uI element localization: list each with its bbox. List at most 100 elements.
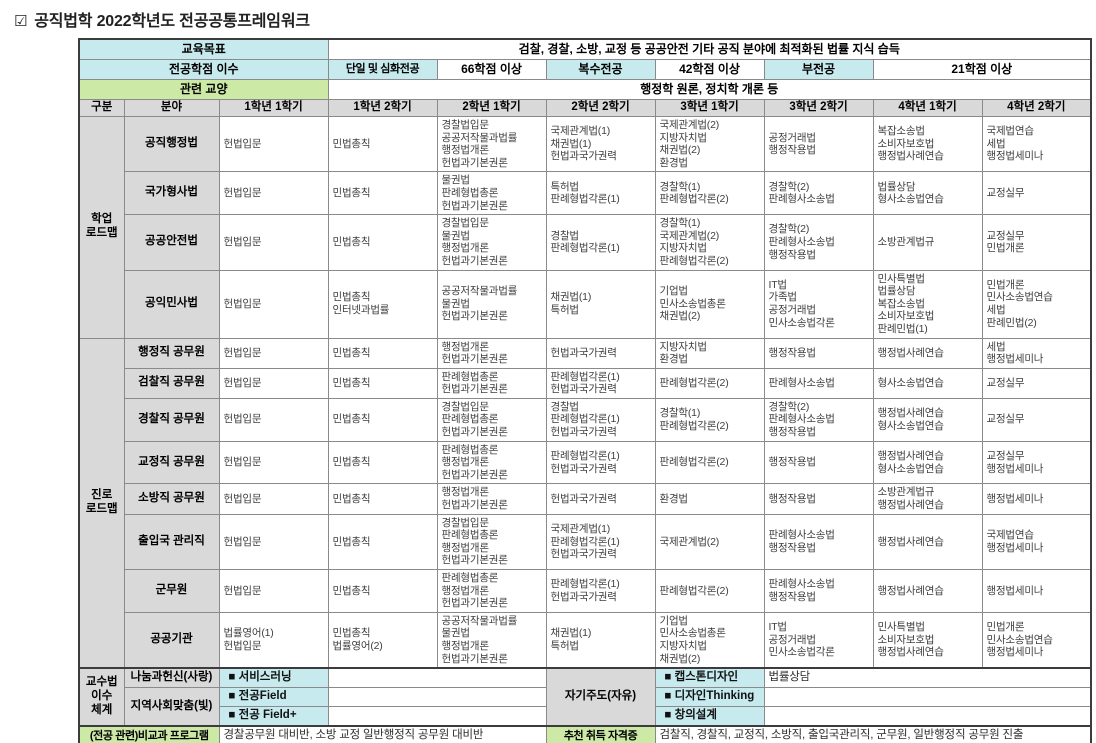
teaching-right-value-1: 법률상담 — [763, 667, 1092, 689]
field-label: 경찰직 공무원 — [123, 397, 220, 442]
course-cell: 헌법입문 — [218, 115, 329, 173]
goal-label: 교육목표 — [78, 38, 329, 60]
course-cell: 행정법개론 헌법과기본권론 — [436, 483, 547, 515]
course-cell: 판례형법총론 행정법개론 헌법과기본권론 — [436, 440, 547, 485]
course-cell: 특허법 판례형법각론(1) — [545, 171, 656, 216]
course-cell: 판례형법각론(2) — [654, 569, 765, 613]
teaching-category-sharing: 나눔과헌신(사랑) — [123, 667, 220, 689]
course-cell: 판례형법총론 행정법개론 헌법과기본권론 — [436, 569, 547, 613]
course-cell: 행정법사례연습 형사소송법연습 — [872, 440, 983, 485]
roadmap-row: 출입국 관리직 헌법입문 민법총칙 경찰법입문 판례형법총론 행정법개론 헌법과기본권… — [79, 513, 1092, 571]
minor-credits: 21학점 이상 — [872, 59, 1092, 80]
course-cell: 헌법입문 — [218, 569, 329, 613]
col-header-y2s2: 2학년 2학기 — [545, 99, 656, 117]
course-cell: 국제법연습 행정법세미나 — [981, 513, 1092, 571]
field-label: 공공안전법 — [123, 214, 220, 271]
course-cell: 헌법입문 — [218, 337, 329, 369]
course-cell: 민법총칙 — [327, 513, 438, 571]
course-cell: 판례형사소송법 행정작용법 — [763, 513, 874, 571]
course-cell: 지방자치법 환경법 — [654, 337, 765, 369]
field-label: 공익민사법 — [123, 269, 220, 339]
credits-row: 전공학점 이수 단일 및 심화전공 66학점 이상 복수전공 42학점 이상 부… — [78, 59, 1092, 80]
course-cell: 채권법(1) 특허법 — [545, 269, 656, 339]
course-cell: 기업법 민사소송법총론 채권법(2) — [654, 269, 765, 339]
course-cell: 경찰법 판례형법각론(1) — [545, 214, 656, 271]
course-cell: 경찰학(1) 국제관계법(2) 지방자치법 판례형법각론(2) — [654, 214, 765, 271]
double-major-label: 복수전공 — [545, 59, 656, 80]
course-cell: 국제관계법(2) 지방자치법 채권법(2) 환경법 — [654, 115, 765, 173]
course-cell: 환경법 — [654, 483, 765, 515]
course-cell: 헌법입문 — [218, 397, 329, 442]
course-cell: 행정법사례연습 — [872, 337, 983, 369]
course-cell: 경찰학(2) 판례형사소송법 — [763, 171, 874, 216]
self-directed-label: 자기주도(자유) — [545, 667, 656, 727]
course-cell: 세법 행정법세미나 — [981, 337, 1092, 369]
course-cell: 교정실무 — [981, 171, 1092, 216]
roadmap-body: 학업 로드맵 공직행정법 헌법입문 민법총칙 경찰법입문 공공저작물과법률 행정법개론 … — [78, 115, 1092, 669]
teaching-item-capstone: ■ 캡스톤디자인 — [654, 667, 765, 689]
teaching-item-major-field: ■ 전공Field — [218, 687, 329, 708]
checkbox-icon: ☑ — [14, 13, 28, 30]
course-cell: 공공저작물과법률 물권법 행정법개론 헌법과기본권론 — [436, 611, 547, 669]
course-cell: 민법총칙 — [327, 397, 438, 442]
course-cell: 교정실무 — [981, 367, 1092, 399]
course-cell: 경찰법입문 공공저작물과법률 행정법개론 헌법과기본권론 — [436, 115, 547, 173]
group-label: 학업 로드맵 — [78, 116, 125, 339]
course-cell: 경찰학(1) 판례형법각론(2) — [654, 171, 765, 216]
course-cell: 소방관계법규 행정법사례연습 — [872, 483, 983, 515]
course-cell: 행정법세미나 — [981, 483, 1092, 515]
course-cell: 민법총칙 — [327, 440, 438, 485]
course-cell: 채권법(1) 특허법 — [545, 611, 656, 669]
course-cell: 민법총칙 법률영어(2) — [327, 611, 438, 669]
goal-row: 교육목표 검찰, 경찰, 소방, 교정 등 공공안전 기타 공직 분야에 최적화… — [78, 38, 1092, 60]
extracurricular-label: (전공 관련)비교과 프로그램 — [78, 725, 220, 743]
course-cell: 민법총칙 — [327, 115, 438, 173]
field-label: 소방직 공무원 — [123, 483, 220, 515]
course-cell: 행정법사례연습 — [872, 569, 983, 613]
course-cell: 민사특별법 소비자보호법 행정법사례연습 — [872, 611, 983, 669]
roadmap-row: 진로 로드맵 행정직 공무원 헌법입문 민법총칙 행정법개론 헌법과기본권론 헌법과국가권… — [78, 337, 1092, 669]
roadmap-row: 소방직 공무원 헌법입문 민법총칙 행정법개론 헌법과기본권론 헌법과국가권력 환경법 행정… — [79, 483, 1092, 515]
course-cell: 행정법사례연습 형사소송법연습 — [872, 397, 983, 442]
page-title: ☑ 공직법학 2022학년도 전공공통프레임워크 — [14, 7, 310, 31]
course-cell: 민법총칙 — [327, 367, 438, 399]
col-header-y4s1: 4학년 1학기 — [872, 99, 983, 117]
roadmap-row: 국가형사법 헌법입문 민법총칙 물권법 판례형법총론 헌법과기본권론 특허법 판례형법각… — [79, 171, 1092, 216]
course-cell: 공정거래법 행정작용법 — [763, 115, 874, 173]
field-label: 행정직 공무원 — [123, 337, 220, 369]
field-label: 공직행정법 — [123, 115, 220, 173]
double-major-credits: 42학점 이상 — [654, 59, 765, 80]
page-title-text: 공직법학 2022학년도 전공공통프레임워크 — [34, 13, 310, 30]
teaching-item-service-learning: ■ 서비스러닝 — [218, 667, 329, 689]
liberal-arts-row: 관련 교양 행정학 원론, 정치학 개론 등 — [78, 79, 1092, 100]
course-cell: 교정실무 — [981, 397, 1092, 442]
field-label: 검찰직 공무원 — [123, 367, 220, 399]
course-cell: 행정작용법 — [763, 440, 874, 485]
course-cell: 헌법입문 — [218, 214, 329, 271]
field-label: 출입국 관리직 — [123, 513, 220, 571]
teaching-item-creative-design: ■ 창의설계 — [654, 706, 765, 727]
roadmap-row: 공공기관 법률영어(1) 헌법입문 민법총칙 법률영어(2) 공공저작물과법률 물권법… — [79, 611, 1092, 669]
empty-cell — [327, 667, 547, 689]
course-cell: 행정법세미나 — [981, 569, 1092, 613]
course-cell: 민법개론 민사소송법연습 세법 판례민법(2) — [981, 269, 1092, 339]
course-cell: 경찰학(2) 판례형사소송법 행정작용법 — [763, 397, 874, 442]
course-cell: 민법개론 민사소송법연습 행정법세미나 — [981, 611, 1092, 669]
course-cell: 교정실무 민법개론 — [981, 214, 1092, 271]
teaching-category-community: 지역사회맞춤(빛) — [123, 687, 220, 727]
course-cell: 국제관계법(2) — [654, 513, 765, 571]
course-cell: 판례형사소송법 — [763, 367, 874, 399]
course-cell: 경찰학(2) 판례형사소송법 행정작용법 — [763, 214, 874, 271]
course-cell: IT법 공정거래법 민사소송법각론 — [763, 611, 874, 669]
course-cell: 판례형법각론(1) 헌법과국가권력 — [545, 569, 656, 613]
roadmap-row: 학업 로드맵 공직행정법 헌법입문 민법총칙 경찰법입문 공공저작물과법률 행정법개론 … — [78, 115, 1092, 339]
col-header-y2s1: 2학년 1학기 — [436, 99, 547, 117]
roadmap-row: 군무원 헌법입문 민법총칙 판례형법총론 행정법개론 헌법과기본권론 판례형법각론(1)… — [79, 569, 1092, 613]
course-cell: 민법총칙 — [327, 214, 438, 271]
col-header-gubun: 구분 — [78, 99, 125, 117]
teaching-row-2: 지역사회맞춤(빛) ■ 전공Field ■ 디자인Thinking — [79, 687, 1092, 727]
minor-label: 부전공 — [763, 59, 874, 80]
course-cell: 판례형사소송법 행정작용법 — [763, 569, 874, 613]
col-header-y1s2: 1학년 2학기 — [327, 99, 438, 117]
single-major-credits: 66학점 이상 — [436, 59, 547, 80]
